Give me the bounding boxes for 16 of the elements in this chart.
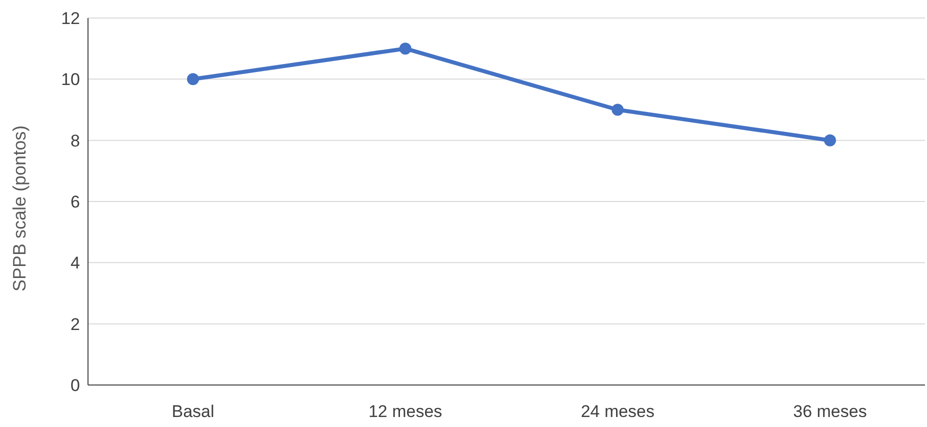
y-axis-title: SPPB scale (pontos)	[9, 125, 30, 292]
y-tick-label: 10	[61, 70, 80, 90]
point	[399, 42, 412, 55]
y-tick-label: 12	[61, 9, 80, 28]
y-tick-label: 6	[70, 192, 80, 212]
x-tick-label: 12 meses	[368, 402, 442, 422]
point	[824, 134, 836, 146]
x-tick-label: Basal	[172, 402, 214, 422]
y-tick-label: 0	[70, 376, 80, 396]
y-tick-label: 4	[70, 254, 80, 273]
y-tick-label: 2	[70, 314, 80, 334]
point	[612, 104, 624, 116]
x-tick-label: 36 meses	[793, 402, 867, 422]
x-tick-label: 24 meses	[580, 402, 655, 422]
point	[187, 73, 199, 86]
y-tick-label: 8	[70, 131, 80, 150]
